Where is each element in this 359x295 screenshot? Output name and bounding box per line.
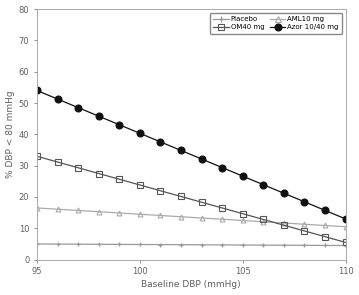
X-axis label: Baseline DBP (mmHg): Baseline DBP (mmHg) bbox=[141, 281, 241, 289]
Legend: Placebo, OM40 mg, AML10 mg, Azor 10/40 mg: Placebo, OM40 mg, AML10 mg, Azor 10/40 m… bbox=[210, 12, 342, 34]
Y-axis label: % DBP < 80 mmHg: % DBP < 80 mmHg bbox=[5, 91, 15, 178]
